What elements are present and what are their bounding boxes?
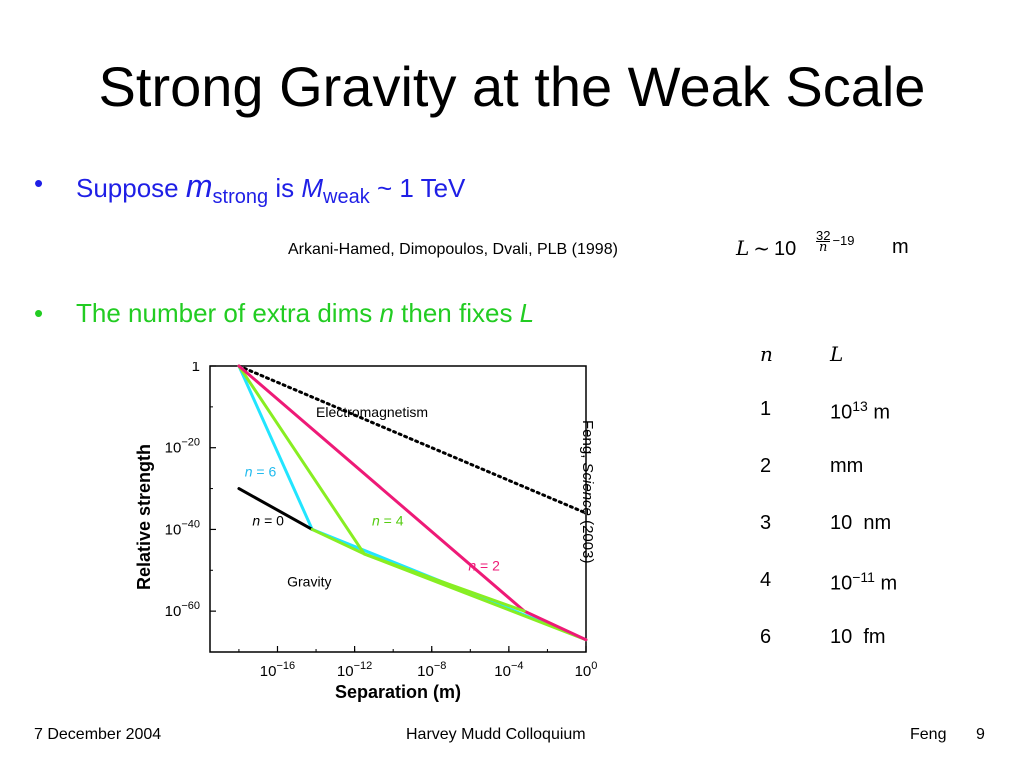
- series-line-n-0: [237, 487, 314, 531]
- x-tick-label: 100: [575, 660, 598, 680]
- chart-label-gravity: Gravity: [287, 574, 331, 590]
- text-then-fixes: then fixes: [393, 298, 520, 328]
- bullet-dot: •: [34, 168, 44, 198]
- y-tick-label: 10−20: [165, 437, 200, 457]
- text-number-of-dims: The number of extra dims: [76, 298, 380, 328]
- formula-unit: m: [892, 236, 909, 258]
- subscript-strong: strong: [212, 186, 269, 208]
- table-cell-n: 1: [760, 398, 772, 420]
- plot-frame: [209, 365, 587, 653]
- footer-author: Feng: [910, 726, 947, 743]
- table-cell-n: 4: [760, 569, 772, 591]
- table-cell-L: mm: [830, 455, 864, 477]
- chart-label-n-6: n = 6: [245, 463, 277, 479]
- table-header-n: n: [760, 342, 773, 366]
- footer-page-number: 9: [976, 726, 985, 743]
- symbol-M: M: [301, 173, 324, 203]
- symbol-n: n: [379, 298, 394, 328]
- table-header-L: L: [830, 342, 844, 366]
- formula-base: 10: [774, 238, 797, 260]
- bullet-extra-dims-text: The number of extra dims n then fixes L: [76, 298, 534, 329]
- x-tick-label: 10−4: [494, 660, 523, 680]
- chart-label-electromagnetism: Electromagnetism: [316, 404, 428, 420]
- table-cell-n: 3: [760, 512, 772, 534]
- text-is: is: [268, 173, 302, 203]
- table-cell-n: 2: [760, 455, 772, 477]
- bullet-suppose-text: Suppose mstrong is Mweak ~ 1 TeV: [76, 168, 465, 209]
- y-tick-label: 10−40: [165, 518, 200, 538]
- table-cell-L: 10−11 m: [830, 569, 898, 595]
- y-axis-label: Relative strength: [134, 444, 154, 590]
- chart-label-n-2: n = 2: [468, 557, 500, 573]
- series-line-electromagnetism: [237, 364, 588, 515]
- table-cell-L: 1013 m: [830, 398, 891, 424]
- slide-title: Strong Gravity at the Weak Scale: [98, 55, 926, 118]
- series-line-gravity: [310, 527, 526, 613]
- citation-add: Arkani-Hamed, Dimopoulos, Dvali, PLB (19…: [288, 241, 618, 258]
- x-tick-label: 10−16: [260, 660, 295, 680]
- side-citation: Feng, Science (2003): [579, 420, 596, 564]
- footer-event: Harvey Mudd Colloquium: [406, 726, 586, 743]
- table-cell-L: 10 fm: [830, 626, 886, 648]
- formula-numerator: 32: [816, 228, 831, 243]
- bullet-dot: •: [34, 298, 44, 328]
- chart-label-n-0: n = 0: [252, 512, 284, 528]
- formula-offset: −19: [832, 232, 855, 248]
- table-cell-L: 10 nm: [830, 512, 892, 534]
- subscript-weak: weak: [323, 186, 370, 208]
- strength-vs-separation-chart: 10−16 10−12 10−8 10−4 100 1 10−20 10−40 10−60 Sep…: [134, 362, 598, 702]
- chart-label-n-4: n = 4: [372, 512, 404, 528]
- footer-date: 7 December 2004: [34, 726, 162, 743]
- formula-sim: ~: [753, 236, 771, 260]
- x-axis-label: Separation (m): [335, 682, 461, 702]
- symbol-m: m: [185, 168, 213, 204]
- x-tick-label: 10−12: [337, 660, 372, 680]
- formula-L: L ~10 32 n −19 m: [736, 229, 909, 261]
- y-tick-label: 1: [192, 362, 200, 375]
- y-tick-label: 10−60: [165, 600, 200, 620]
- text-tev: ~ 1 TeV: [369, 173, 466, 203]
- formula-denominator: n: [819, 240, 828, 255]
- formula-symbol-L: L: [736, 236, 750, 260]
- table-cell-n: 6: [760, 626, 772, 648]
- text-suppose: Suppose: [76, 173, 186, 203]
- symbol-L: L: [519, 298, 535, 328]
- x-tick-label: 10−8: [417, 660, 446, 680]
- formula-fraction: 32 n: [816, 228, 831, 255]
- formula-exponent: 32 n −19: [816, 228, 855, 255]
